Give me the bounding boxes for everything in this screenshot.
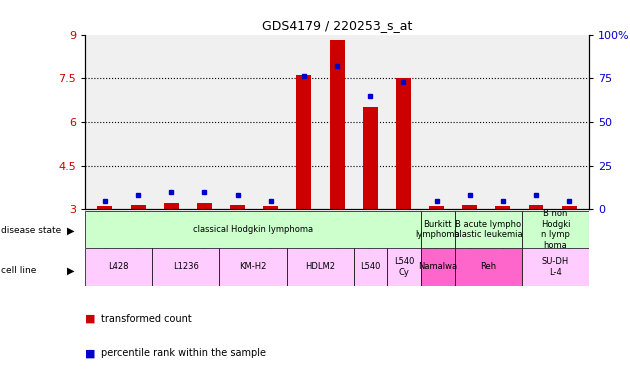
Text: disease state: disease state [1, 226, 62, 235]
Text: Burkitt
lymphoma: Burkitt lymphoma [416, 220, 460, 239]
Bar [455, 211, 522, 248]
Text: L540: L540 [360, 262, 381, 271]
Bar [562, 206, 576, 209]
Bar [85, 248, 152, 286]
Bar [429, 206, 444, 209]
Text: Namalwa: Namalwa [418, 262, 457, 271]
Bar [152, 248, 219, 286]
Text: ■: ■ [85, 314, 96, 324]
Text: SU-DH
L-4: SU-DH L-4 [542, 257, 569, 276]
Bar [387, 248, 421, 286]
Bar [329, 40, 345, 209]
Bar [421, 248, 455, 286]
Bar [421, 211, 455, 248]
Text: classical Hodgkin lymphoma: classical Hodgkin lymphoma [193, 225, 313, 234]
Bar [522, 248, 589, 286]
Bar [396, 78, 411, 209]
Bar [219, 248, 287, 286]
Text: L540
Cy: L540 Cy [394, 257, 415, 276]
Bar [287, 248, 354, 286]
Bar [462, 205, 477, 209]
Bar [495, 206, 510, 209]
Text: Reh: Reh [480, 262, 496, 271]
Text: ▶: ▶ [67, 225, 74, 235]
Bar [85, 211, 421, 248]
Text: B acute lympho
blastic leukemia: B acute lympho blastic leukemia [454, 220, 522, 239]
Text: ▶: ▶ [67, 266, 74, 276]
Bar [164, 204, 179, 209]
Bar [522, 211, 589, 248]
Bar [98, 206, 112, 209]
Text: L1236: L1236 [173, 262, 199, 271]
Text: cell line: cell line [1, 266, 37, 275]
Text: B non
Hodgki
n lymp
homa: B non Hodgki n lymp homa [541, 209, 570, 250]
Bar [130, 205, 146, 209]
Bar [297, 75, 311, 209]
Bar [455, 248, 522, 286]
Title: GDS4179 / 220253_s_at: GDS4179 / 220253_s_at [262, 19, 412, 32]
Bar [230, 205, 245, 209]
Text: ■: ■ [85, 348, 96, 358]
Text: transformed count: transformed count [101, 314, 192, 324]
Text: L428: L428 [108, 262, 129, 271]
Text: percentile rank within the sample: percentile rank within the sample [101, 348, 266, 358]
Text: KM-H2: KM-H2 [239, 262, 266, 271]
Bar [197, 204, 212, 209]
Bar [263, 206, 278, 209]
Bar [354, 248, 387, 286]
Bar [529, 205, 544, 209]
Text: HDLM2: HDLM2 [306, 262, 335, 271]
Bar [363, 108, 377, 209]
